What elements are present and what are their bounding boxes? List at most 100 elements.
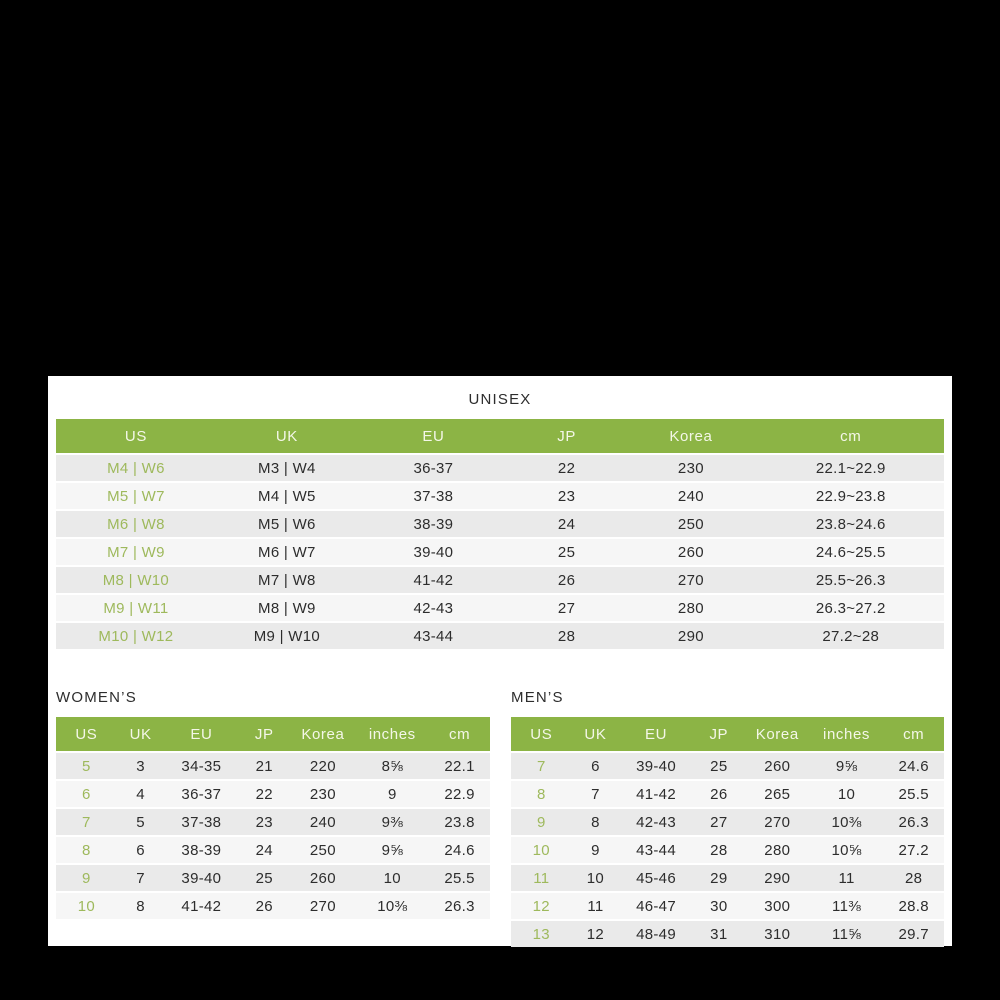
table-row: 5 3 34-35 21 220 8⅝ 22.1 <box>56 753 490 779</box>
table-cell: 270 <box>624 567 758 593</box>
table-cell: 27.2 <box>883 837 944 863</box>
womens-table-title: WOMEN’S <box>56 689 137 706</box>
table-cell: 260 <box>744 753 810 779</box>
column-header: inches <box>809 717 884 751</box>
table-cell: M5 | W7 <box>56 483 216 509</box>
table-cell: 6 <box>56 781 117 807</box>
table-cell: 9 <box>571 837 620 863</box>
table-cell: 25 <box>692 753 745 779</box>
table-cell: 250 <box>624 511 758 537</box>
table-cell: 28 <box>508 623 625 649</box>
table-row: 7 6 39-40 25 260 9⅝ 24.6 <box>511 753 944 779</box>
table-cell: 25.5~26.3 <box>757 567 944 593</box>
table-cell: 23.8 <box>429 809 490 835</box>
table-cell: 7 <box>116 865 165 891</box>
table-cell: 34-35 <box>164 753 239 779</box>
table-cell: 22.9~23.8 <box>757 483 944 509</box>
table-cell: M3 | W4 <box>215 455 358 481</box>
table-cell: 39-40 <box>619 753 693 779</box>
table-row: 12 11 46-47 30 300 11⅜ 28.8 <box>511 893 944 919</box>
table-cell: 41-42 <box>164 893 239 919</box>
table-row: 6 4 36-37 22 230 9 22.9 <box>56 781 490 807</box>
column-header: UK <box>116 717 165 751</box>
column-header: inches <box>355 717 430 751</box>
table-cell: 38-39 <box>357 511 509 537</box>
table-cell: M7 | W9 <box>56 539 216 565</box>
table-cell: 41-42 <box>357 567 509 593</box>
column-header: Korea <box>624 419 758 453</box>
column-header: US <box>56 419 216 453</box>
table-cell: 28 <box>883 865 944 891</box>
table-cell: 26 <box>238 893 291 919</box>
column-header: JP <box>238 717 291 751</box>
table-cell: 5 <box>116 809 165 835</box>
table-cell: 26.3~27.2 <box>757 595 944 621</box>
table-cell: 12 <box>511 893 572 919</box>
mens-size-table: US UK EU JP Korea inches cm 7 6 39-40 25 260 9⅝ 24.6 8… <box>511 715 944 949</box>
table-cell: 7 <box>56 809 117 835</box>
table-cell: 22.1 <box>429 753 490 779</box>
table-cell: 270 <box>290 893 356 919</box>
table-cell: 25.5 <box>429 865 490 891</box>
table-cell: 26 <box>508 567 625 593</box>
table-cell: M9 | W10 <box>215 623 358 649</box>
table-cell: 290 <box>624 623 758 649</box>
table-cell: 36-37 <box>357 455 509 481</box>
table-cell: M10 | W12 <box>56 623 216 649</box>
table-cell: 11⅝ <box>809 921 884 947</box>
table-cell: 37-38 <box>164 809 239 835</box>
table-cell: 9⅝ <box>355 837 430 863</box>
table-cell: 3 <box>116 753 165 779</box>
mens-section: MEN’S US UK EU JP Korea inches cm 7 6 39-40 25 260 9… <box>511 682 944 949</box>
table-cell: 13 <box>511 921 572 947</box>
table-cell: 43-44 <box>619 837 693 863</box>
table-cell: 42-43 <box>619 809 693 835</box>
table-cell: 220 <box>290 753 356 779</box>
table-cell: 39-40 <box>357 539 509 565</box>
table-cell: 48-49 <box>619 921 693 947</box>
table-cell: 26.3 <box>429 893 490 919</box>
table-cell: 10 <box>511 837 572 863</box>
table-row: 10 9 43-44 28 280 10⅝ 27.2 <box>511 837 944 863</box>
table-row: 8 6 38-39 24 250 9⅝ 24.6 <box>56 837 490 863</box>
table-cell: 23 <box>508 483 625 509</box>
table-cell: 22.1~22.9 <box>757 455 944 481</box>
table-cell: 22.9 <box>429 781 490 807</box>
table-cell: 9 <box>511 809 572 835</box>
table-cell: 41-42 <box>619 781 693 807</box>
table-row: 10 8 41-42 26 270 10⅜ 26.3 <box>56 893 490 919</box>
table-cell: 4 <box>116 781 165 807</box>
table-cell: 240 <box>624 483 758 509</box>
table-cell: 42-43 <box>357 595 509 621</box>
table-cell: M6 | W7 <box>215 539 358 565</box>
column-header: JP <box>692 717 745 751</box>
table-cell: 23 <box>238 809 291 835</box>
table-cell: M7 | W8 <box>215 567 358 593</box>
table-cell: 31 <box>692 921 745 947</box>
table-cell: 270 <box>744 809 810 835</box>
table-cell: 45-46 <box>619 865 693 891</box>
table-row: M8 | W10 M7 | W8 41-42 26 270 25.5~26.3 <box>56 567 944 593</box>
womens-size-table: US UK EU JP Korea inches cm 5 3 34-35 21 220 8⅝ 22.1 6… <box>56 715 490 921</box>
table-cell: 24.6~25.5 <box>757 539 944 565</box>
table-cell: 27.2~28 <box>757 623 944 649</box>
table-cell: 28.8 <box>883 893 944 919</box>
column-header: Korea <box>744 717 810 751</box>
table-cell: 37-38 <box>357 483 509 509</box>
column-header: EU <box>164 717 239 751</box>
table-cell: 26 <box>692 781 745 807</box>
table-cell: 11 <box>571 893 620 919</box>
size-chart-panel: UNISEX US UK EU JP Korea cm M4 | W6 M3 | W4 36-3… <box>48 376 952 949</box>
table-cell: 260 <box>290 865 356 891</box>
table-cell: 280 <box>744 837 810 863</box>
column-header: US <box>56 717 117 751</box>
table-cell: 21 <box>238 753 291 779</box>
table-cell: 9 <box>355 781 430 807</box>
womens-section: WOMEN’S US UK EU JP Korea inches cm 5 3 34-35 21 22… <box>56 682 490 949</box>
table-cell: 27 <box>692 809 745 835</box>
table-cell: 10 <box>571 865 620 891</box>
table-cell: 6 <box>116 837 165 863</box>
table-cell: 10 <box>355 865 430 891</box>
table-cell: 46-47 <box>619 893 693 919</box>
table-cell: 23.8~24.6 <box>757 511 944 537</box>
